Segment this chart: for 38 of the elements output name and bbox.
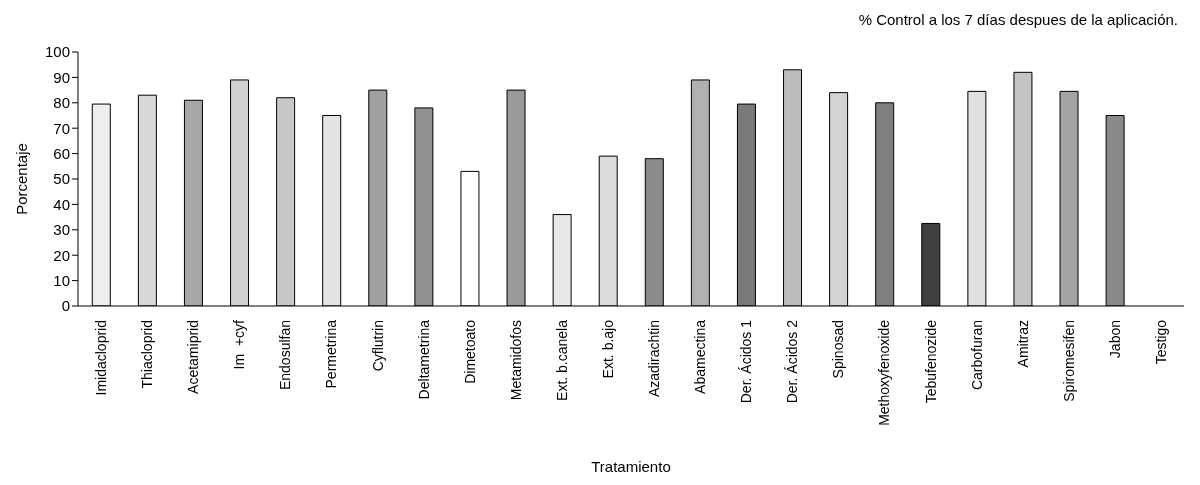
y-tick-label: 60 (53, 144, 70, 162)
x-tick-label: Tebufenozide (922, 319, 939, 404)
y-tick-label: 40 (53, 195, 70, 213)
x-tick-label: Spinosad (830, 320, 847, 379)
x-tick-label: Imidacloprid (93, 320, 110, 396)
x-tick-label: Amitraz (1014, 320, 1031, 368)
x-tick-label: Methoxyfenoxide (876, 319, 893, 426)
y-tick-label: 100 (44, 43, 70, 61)
x-tick-label: Jabon (1106, 320, 1123, 359)
y-tick-label: 50 (53, 170, 70, 188)
x-tick-label: Deltametrina (415, 319, 432, 400)
x-tick-label: Abamectina (692, 319, 709, 394)
y-tick-label: 10 (53, 271, 70, 289)
x-tick-label: Carbofuran (968, 320, 985, 391)
y-tick-label: 30 (53, 221, 70, 239)
y-axis-title: Porcentaje (13, 143, 31, 215)
x-tick-label: Der. Ácidos 1 (738, 319, 755, 404)
x-tick-label: Testigo (1152, 319, 1169, 365)
x-axis-title: Tratamiento (591, 458, 671, 475)
x-tick-label: Acetamiprid (185, 320, 202, 394)
x-tick-label: Azadirachtin (646, 320, 663, 398)
y-tick-label: 80 (53, 94, 70, 112)
x-tick-label: Metamidofos (507, 320, 524, 401)
x-tick-label: Permetrina (323, 319, 340, 389)
y-tick-label: 20 (53, 246, 70, 264)
x-tick-label: Dimetoato (461, 319, 478, 384)
chart-title: % Control a los 7 días despues de la aplicación. (857, 10, 1179, 30)
x-tick-label: Spiromesifen (1060, 320, 1077, 402)
x-tick-label: Cyflutrin (369, 320, 386, 372)
x-tick-label: Thiacloprid (139, 320, 156, 389)
x-tick-label: Ext. b.canela (553, 319, 570, 401)
y-tick-label: 70 (53, 119, 70, 137)
x-tick-label: Endosulfan (277, 320, 294, 391)
x-tick-label: Der. Ácidos 2 (784, 319, 801, 404)
y-tick-label: 90 (53, 68, 70, 86)
y-tick-label: 0 (61, 297, 70, 315)
x-tick-label: Im +cyf (231, 319, 248, 370)
x-tick-label: Ext. b.ajo (599, 319, 616, 379)
